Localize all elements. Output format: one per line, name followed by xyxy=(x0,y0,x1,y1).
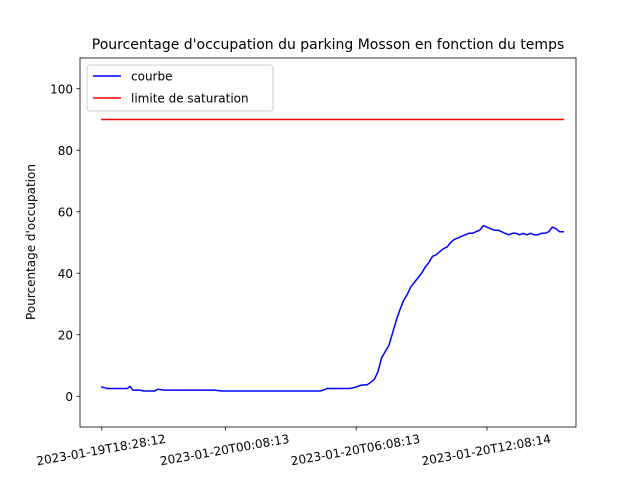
legend: courbe limite de saturation xyxy=(86,64,274,112)
series-line-0 xyxy=(100,224,565,392)
series-layer xyxy=(100,118,565,392)
legend-box xyxy=(86,64,274,112)
y-tick-label: 60 xyxy=(58,205,73,219)
y-tick-label: 100 xyxy=(50,82,73,96)
y-axis: 0 20 40 60 80 100 xyxy=(50,82,80,404)
y-tick-label: 20 xyxy=(58,328,73,342)
y-axis-label: Pourcentage d'occupation xyxy=(24,164,38,320)
y-tick-label: 0 xyxy=(65,390,73,404)
plot-area xyxy=(79,57,577,428)
legend-label-1: limite de saturation xyxy=(131,92,249,106)
y-tick-label: 80 xyxy=(58,144,73,158)
legend-label-0: courbe xyxy=(131,70,172,84)
plot-frame xyxy=(79,57,577,428)
chart-title: Pourcentage d'occupation du parking Moss… xyxy=(92,37,565,53)
y-tick-label: 40 xyxy=(58,267,73,281)
